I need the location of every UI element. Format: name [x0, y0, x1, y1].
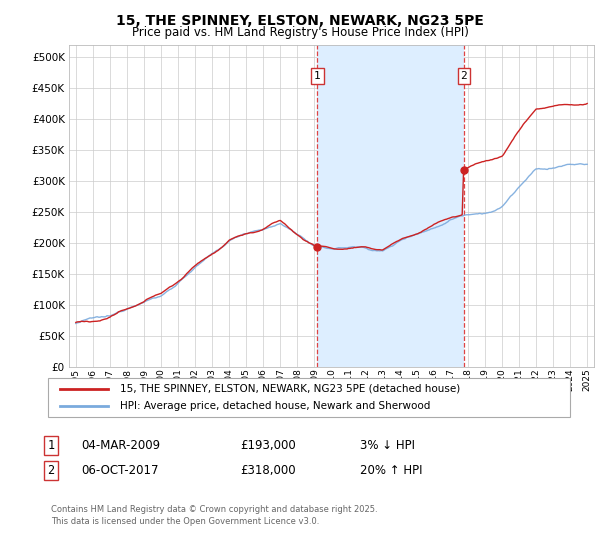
Text: 06-OCT-2017: 06-OCT-2017 [81, 464, 158, 477]
Text: 15, THE SPINNEY, ELSTON, NEWARK, NG23 5PE (detached house): 15, THE SPINNEY, ELSTON, NEWARK, NG23 5P… [120, 384, 460, 394]
Text: Price paid vs. HM Land Registry's House Price Index (HPI): Price paid vs. HM Land Registry's House … [131, 26, 469, 39]
Text: £318,000: £318,000 [240, 464, 296, 477]
Bar [317, 45, 464, 367]
Text: 2: 2 [461, 71, 467, 81]
Text: 2: 2 [47, 464, 55, 477]
Text: 20% ↑ HPI: 20% ↑ HPI [360, 464, 422, 477]
Text: HPI: Average price, detached house, Newark and Sherwood: HPI: Average price, detached house, Newa… [120, 401, 430, 411]
Text: £193,000: £193,000 [240, 438, 296, 452]
Text: 15, THE SPINNEY, ELSTON, NEWARK, NG23 5PE: 15, THE SPINNEY, ELSTON, NEWARK, NG23 5P… [116, 14, 484, 28]
Text: Contains HM Land Registry data © Crown copyright and database right 2025.
This d: Contains HM Land Registry data © Crown c… [51, 505, 377, 526]
Text: 1: 1 [47, 438, 55, 452]
Text: 3% ↓ HPI: 3% ↓ HPI [360, 438, 415, 452]
Text: 1: 1 [314, 71, 321, 81]
Text: 04-MAR-2009: 04-MAR-2009 [81, 438, 160, 452]
